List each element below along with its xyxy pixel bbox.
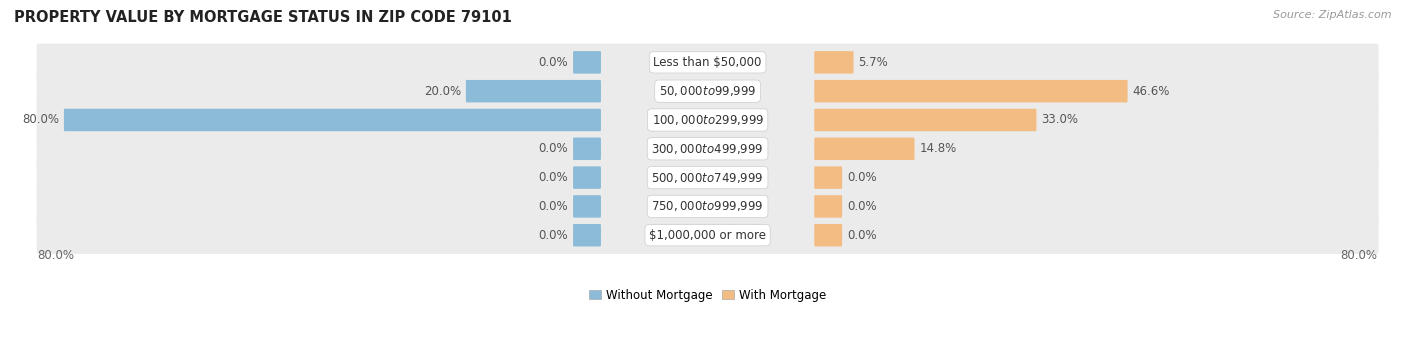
Text: $100,000 to $299,999: $100,000 to $299,999: [651, 113, 763, 127]
FancyBboxPatch shape: [574, 166, 600, 189]
FancyBboxPatch shape: [465, 80, 600, 102]
FancyBboxPatch shape: [574, 138, 600, 160]
Legend: Without Mortgage, With Mortgage: Without Mortgage, With Mortgage: [589, 289, 825, 302]
FancyBboxPatch shape: [63, 109, 600, 131]
FancyBboxPatch shape: [814, 195, 842, 218]
Text: 0.0%: 0.0%: [846, 200, 876, 213]
Text: 0.0%: 0.0%: [538, 200, 568, 213]
FancyBboxPatch shape: [574, 224, 600, 246]
Text: 0.0%: 0.0%: [846, 171, 876, 184]
FancyBboxPatch shape: [37, 188, 1379, 225]
Text: Less than $50,000: Less than $50,000: [654, 56, 762, 69]
FancyBboxPatch shape: [37, 159, 1379, 196]
FancyBboxPatch shape: [37, 217, 1379, 254]
FancyBboxPatch shape: [37, 101, 1379, 139]
FancyBboxPatch shape: [37, 44, 1379, 81]
Text: PROPERTY VALUE BY MORTGAGE STATUS IN ZIP CODE 79101: PROPERTY VALUE BY MORTGAGE STATUS IN ZIP…: [14, 10, 512, 25]
FancyBboxPatch shape: [814, 138, 914, 160]
FancyBboxPatch shape: [37, 130, 1379, 168]
Text: $50,000 to $99,999: $50,000 to $99,999: [659, 84, 756, 98]
Text: 0.0%: 0.0%: [538, 171, 568, 184]
Text: 0.0%: 0.0%: [538, 142, 568, 155]
FancyBboxPatch shape: [814, 51, 853, 73]
Text: Source: ZipAtlas.com: Source: ZipAtlas.com: [1274, 10, 1392, 20]
FancyBboxPatch shape: [814, 224, 842, 246]
FancyBboxPatch shape: [814, 80, 1128, 102]
FancyBboxPatch shape: [37, 72, 1379, 110]
Text: 0.0%: 0.0%: [846, 229, 876, 242]
FancyBboxPatch shape: [814, 166, 842, 189]
Text: 46.6%: 46.6%: [1132, 85, 1170, 98]
Text: 80.0%: 80.0%: [1340, 250, 1378, 262]
Text: 5.7%: 5.7%: [858, 56, 889, 69]
Text: 20.0%: 20.0%: [425, 85, 461, 98]
Text: $1,000,000 or more: $1,000,000 or more: [650, 229, 766, 242]
FancyBboxPatch shape: [574, 51, 600, 73]
FancyBboxPatch shape: [574, 195, 600, 218]
Text: 14.8%: 14.8%: [920, 142, 956, 155]
Text: 33.0%: 33.0%: [1042, 114, 1078, 126]
Text: $500,000 to $749,999: $500,000 to $749,999: [651, 171, 763, 185]
FancyBboxPatch shape: [814, 109, 1036, 131]
Text: 0.0%: 0.0%: [538, 229, 568, 242]
Text: 80.0%: 80.0%: [22, 114, 59, 126]
Text: 0.0%: 0.0%: [538, 56, 568, 69]
Text: $300,000 to $499,999: $300,000 to $499,999: [651, 142, 763, 156]
Text: 80.0%: 80.0%: [38, 250, 75, 262]
Text: $750,000 to $999,999: $750,000 to $999,999: [651, 200, 763, 214]
